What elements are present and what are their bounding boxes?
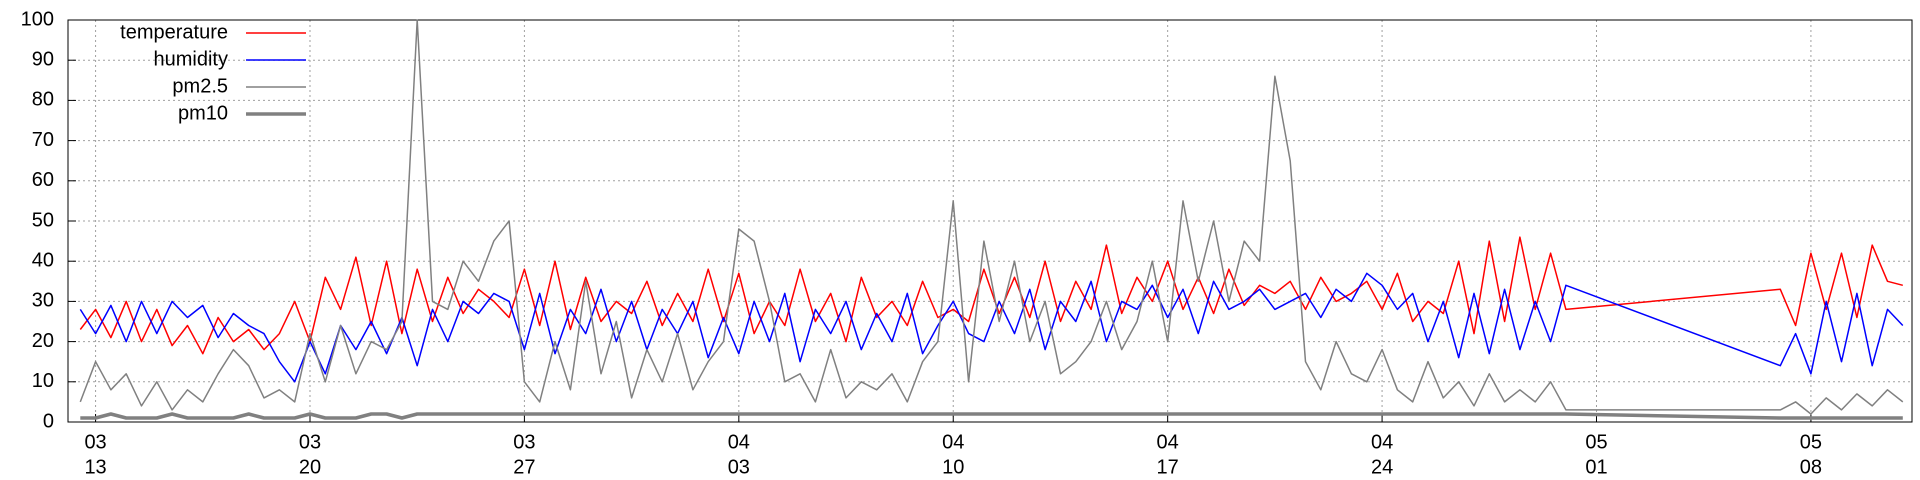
y-tick-label: 0 — [43, 410, 54, 432]
legend-label: pm10 — [178, 102, 228, 124]
series-line — [80, 412, 1903, 420]
x-tick-label: 04 — [728, 431, 750, 453]
y-tick-label: 100 — [21, 8, 54, 30]
legend-label: temperature — [120, 21, 228, 43]
legend-label: humidity — [154, 48, 228, 70]
series-line — [79, 236, 1903, 355]
x-tick-label: 24 — [1371, 456, 1393, 478]
y-tick-label: 20 — [32, 330, 54, 352]
x-tick-label: 08 — [1800, 456, 1822, 478]
y-tick-label: 50 — [32, 209, 54, 231]
y-tick-label: 70 — [32, 129, 54, 151]
x-tick-label: 04 — [942, 431, 964, 453]
y-tick-label: 40 — [32, 249, 54, 271]
x-tick-label: 04 — [1157, 431, 1179, 453]
x-tick-label: 03 — [84, 431, 106, 453]
series-line — [79, 19, 1904, 415]
y-tick-label: 10 — [32, 370, 54, 392]
series-line — [79, 272, 1904, 383]
x-tick-label: 05 — [1800, 431, 1822, 453]
x-tick-label: 04 — [1371, 431, 1393, 453]
x-tick-label: 03 — [299, 431, 321, 453]
x-tick-label: 03 — [513, 431, 535, 453]
plot-frame — [67, 19, 1913, 423]
x-tick-label: 05 — [1585, 431, 1607, 453]
x-tick-label: 20 — [299, 456, 321, 478]
x-tick-label: 01 — [1585, 456, 1607, 478]
y-tick-label: 30 — [32, 290, 54, 312]
y-tick-label: 60 — [32, 169, 54, 191]
x-tick-label: 10 — [942, 456, 964, 478]
x-tick-label: 13 — [84, 456, 106, 478]
y-tick-label: 90 — [32, 48, 54, 70]
x-tick-label: 27 — [513, 456, 535, 478]
x-tick-label: 17 — [1157, 456, 1179, 478]
y-tick-label: 80 — [32, 89, 54, 111]
x-tick-label: 03 — [728, 456, 750, 478]
legend-label: pm2.5 — [172, 75, 228, 97]
